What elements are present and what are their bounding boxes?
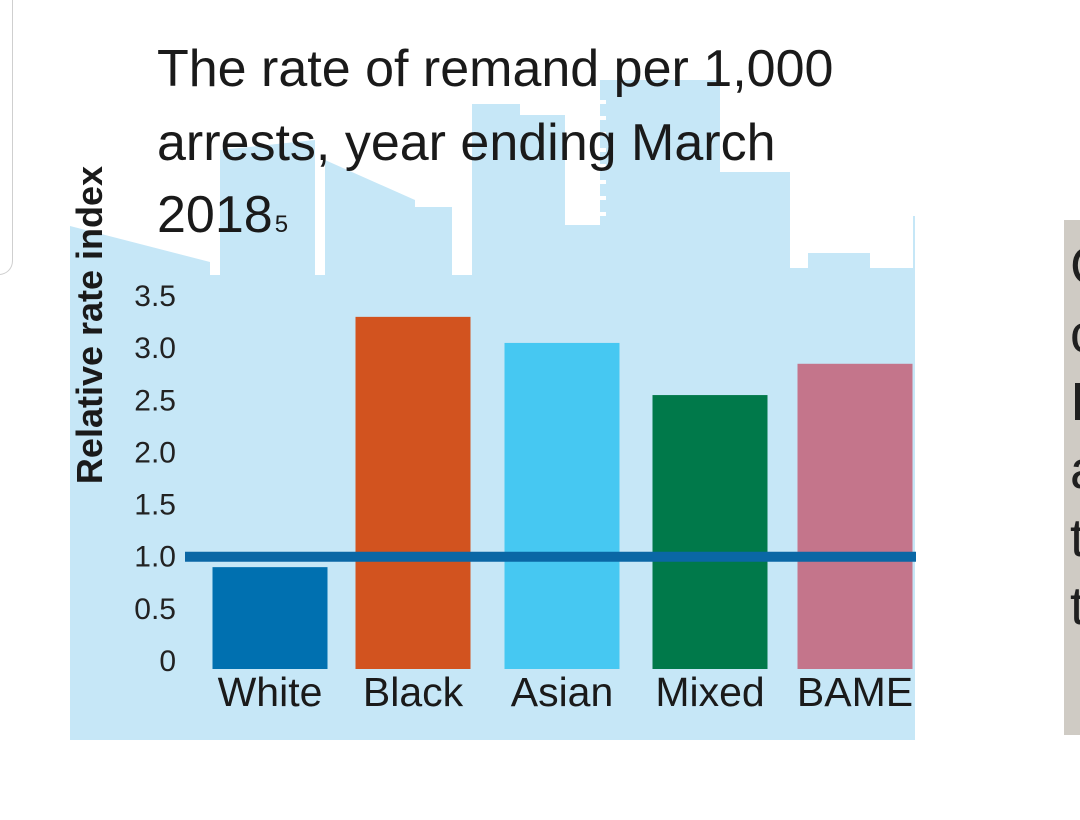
- side-panel: C c I a t t: [1064, 220, 1080, 735]
- skyline-window: [600, 116, 606, 120]
- x-category-label: White: [218, 669, 323, 715]
- x-category-label: Mixed: [655, 669, 764, 715]
- y-tick-label: 1.0: [134, 541, 176, 574]
- y-tick-label: 2.5: [134, 384, 176, 417]
- skyline-window: [600, 100, 606, 104]
- skyline-window: [600, 212, 606, 216]
- bar-bame: [797, 363, 913, 669]
- bar-black: [355, 316, 471, 669]
- y-tick-label: 2.0: [134, 436, 176, 469]
- chart-title-line-1: The rate of remand per 1,000: [157, 40, 833, 98]
- side-panel-text: C c I a t t: [1070, 236, 1080, 636]
- skyline-shape: [70, 80, 915, 740]
- bar-asian: [504, 342, 620, 669]
- y-tick-label: 0.5: [134, 593, 176, 626]
- bar-mixed: [652, 395, 768, 669]
- y-tick-label: 0: [159, 645, 176, 678]
- y-axis-label: Relative rate index: [69, 166, 110, 484]
- title-year: 2018: [157, 186, 273, 244]
- skyline-window: [600, 132, 606, 136]
- skyline-window: [600, 164, 606, 168]
- city-skyline-background: [70, 80, 915, 740]
- skyline-window: [600, 180, 606, 184]
- skyline-window: [600, 148, 606, 152]
- skyline-window: [600, 196, 606, 200]
- x-category-label: BAME: [797, 669, 913, 715]
- x-category-label: Black: [363, 669, 464, 715]
- chart-title-line-2: arrests, year ending March: [157, 114, 776, 172]
- title-footnote: 5: [275, 211, 288, 238]
- y-tick-label: 3.0: [134, 332, 176, 365]
- y-tick-label: 1.5: [134, 489, 176, 522]
- y-tick-label: 3.5: [134, 280, 176, 313]
- chart-title-line-3: 20185: [157, 186, 288, 244]
- x-category-label: Asian: [511, 669, 614, 715]
- bar-white: [212, 567, 328, 669]
